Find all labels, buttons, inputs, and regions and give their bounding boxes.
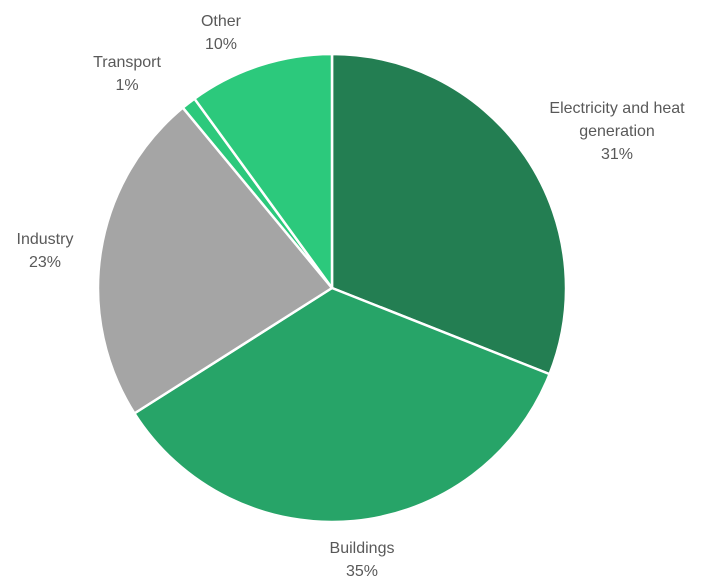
pie-value-label: 23% bbox=[29, 254, 61, 271]
pie-label-buildings: Buildings 35% bbox=[330, 540, 395, 576]
pie-category-label: Transport bbox=[93, 54, 161, 71]
pie-category-label: Electricity and heat bbox=[549, 100, 685, 117]
pie-category-label: Industry bbox=[17, 231, 74, 248]
pie-slice-electricity-and-heat-generation bbox=[330, 52, 568, 376]
pie-value-label: 35% bbox=[346, 563, 378, 576]
pie-category-label: Buildings bbox=[330, 540, 395, 557]
pie-slices bbox=[96, 52, 568, 524]
pie-label-other: Other 10% bbox=[201, 13, 242, 53]
pie-slice-industry bbox=[96, 106, 334, 415]
pie-slice-buildings bbox=[133, 286, 551, 524]
pie-label-electricity-and-heat-generation: Electricity and heat generation 31% bbox=[549, 100, 685, 163]
pie-value-label: 10% bbox=[205, 36, 237, 53]
pie-slice-other bbox=[193, 52, 334, 290]
pie-category-label: Other bbox=[201, 13, 242, 30]
pie-label-industry: Industry 23% bbox=[17, 231, 74, 271]
pie-value-label: 31% bbox=[601, 146, 633, 163]
pie-category-label: generation bbox=[579, 123, 655, 140]
pie-labels: Electricity and heat generation 31% Buildin… bbox=[17, 13, 686, 576]
pie-label-transport: Transport 1% bbox=[93, 54, 161, 94]
pie-value-label: 1% bbox=[115, 77, 138, 94]
